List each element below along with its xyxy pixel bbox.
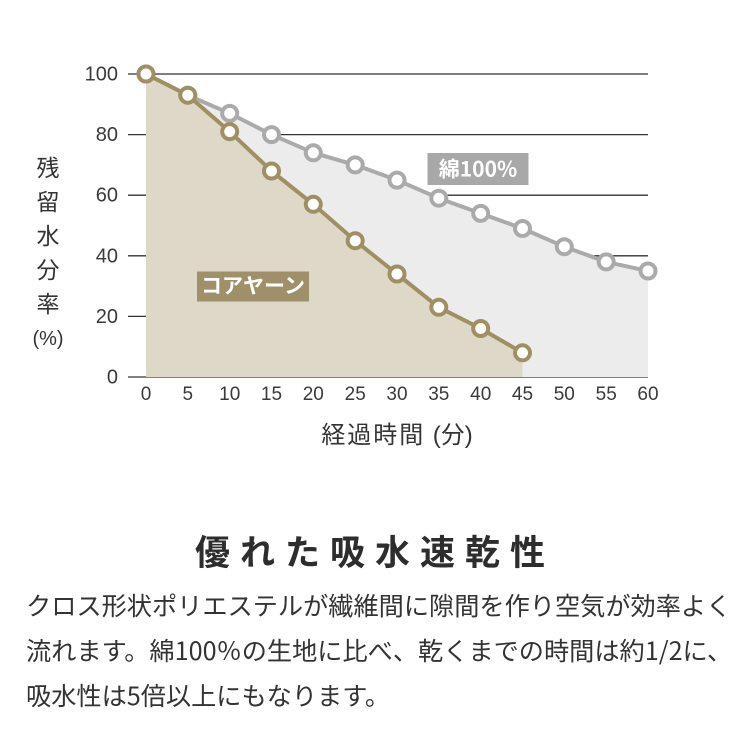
svg-text:50: 50 (554, 384, 575, 405)
svg-text:20: 20 (303, 384, 324, 405)
svg-text:20: 20 (96, 306, 118, 328)
svg-text:15: 15 (261, 384, 282, 405)
svg-text:分: 分 (37, 251, 60, 285)
svg-text:25: 25 (345, 384, 366, 405)
svg-text:10: 10 (219, 384, 240, 405)
svg-text:水: 水 (37, 217, 60, 251)
svg-text:35: 35 (428, 384, 449, 405)
svg-text:45: 45 (512, 384, 533, 405)
svg-text:55: 55 (596, 384, 617, 405)
svg-text:30: 30 (386, 384, 407, 405)
svg-text:残: 残 (37, 149, 60, 183)
svg-text:コアヤーン: コアヤーン (201, 270, 305, 300)
svg-text:0: 0 (141, 384, 152, 405)
svg-text:綿100%: 綿100% (439, 154, 517, 184)
svg-text:100: 100 (85, 64, 118, 86)
svg-text:0: 0 (107, 367, 118, 389)
svg-text:(%): (%) (32, 328, 63, 350)
svg-text:40: 40 (96, 245, 118, 267)
svg-text:留: 留 (37, 183, 60, 217)
svg-text:経過時間 (分): 経過時間 (分) (321, 415, 472, 450)
svg-text:5: 5 (183, 384, 194, 405)
svg-text:率: 率 (37, 285, 60, 319)
svg-text:80: 80 (96, 124, 118, 146)
svg-text:60: 60 (637, 384, 658, 405)
svg-text:40: 40 (470, 384, 491, 405)
svg-text:60: 60 (96, 185, 118, 207)
